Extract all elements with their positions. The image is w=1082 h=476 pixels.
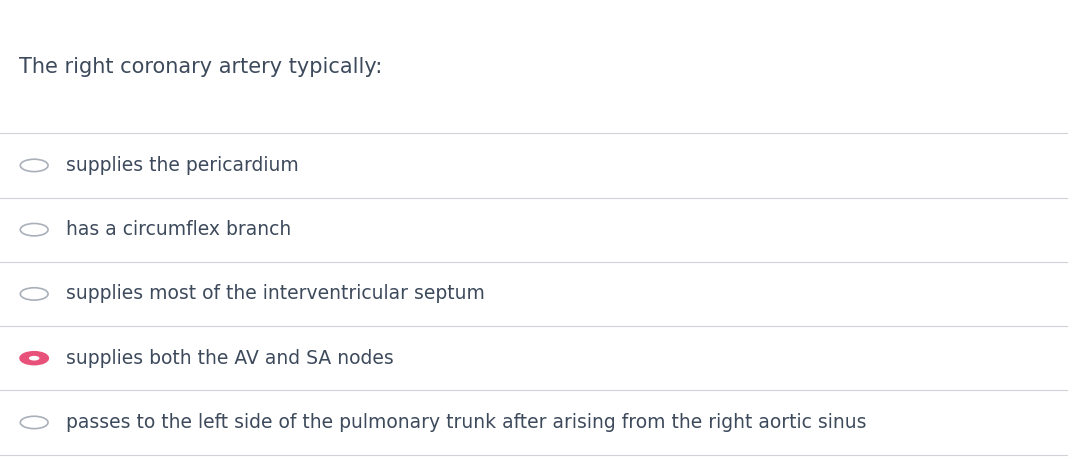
Text: passes to the left side of the pulmonary trunk after arising from the right aort: passes to the left side of the pulmonary… (66, 413, 867, 432)
Circle shape (29, 356, 39, 360)
Text: The right coronary artery typically:: The right coronary artery typically: (19, 57, 382, 77)
Text: has a circumflex branch: has a circumflex branch (66, 220, 291, 239)
Text: supplies both the AV and SA nodes: supplies both the AV and SA nodes (66, 349, 394, 367)
Text: supplies most of the interventricular septum: supplies most of the interventricular se… (66, 285, 485, 303)
Text: supplies the pericardium: supplies the pericardium (66, 156, 299, 175)
Circle shape (21, 352, 48, 365)
